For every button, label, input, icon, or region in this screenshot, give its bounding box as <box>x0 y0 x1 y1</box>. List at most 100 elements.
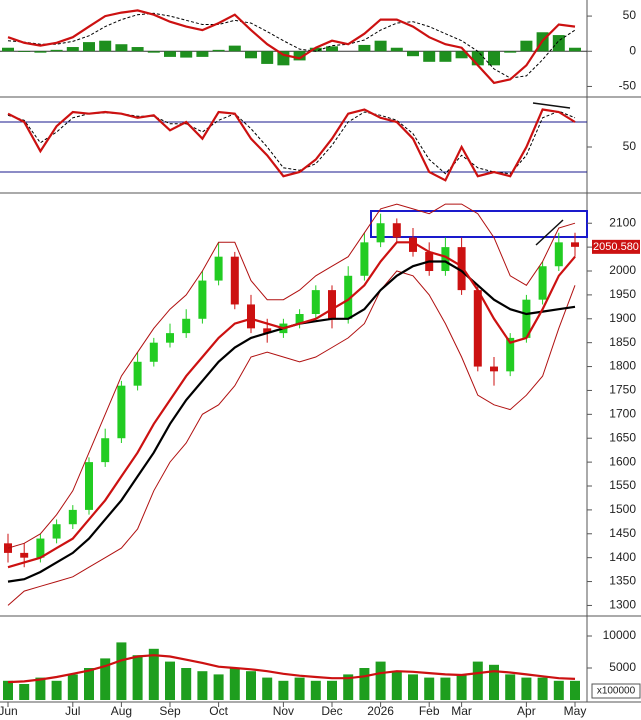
x-tick-label: Jun <box>0 704 18 718</box>
histogram-bar <box>520 40 533 52</box>
volume-bar <box>100 658 111 700</box>
histogram-bar <box>309 47 322 52</box>
y-tick-label: 1550 <box>609 478 636 492</box>
series-line <box>7 654 576 684</box>
trend-line <box>535 219 564 246</box>
candle-body <box>571 242 579 247</box>
y-tick-label: -50 <box>619 79 637 93</box>
volume-bar <box>375 661 386 700</box>
candle-body <box>295 314 304 324</box>
histogram-bar <box>34 51 47 53</box>
candle-body <box>344 275 353 319</box>
x-tick-label: Dec <box>321 704 342 718</box>
histogram-bar <box>277 51 290 66</box>
volume-bar <box>213 674 224 700</box>
candle-body <box>4 543 12 553</box>
y-tick-label: 1700 <box>609 407 636 421</box>
unit-box <box>591 683 641 699</box>
series-line <box>7 270 576 606</box>
volume-bar <box>278 680 289 700</box>
candle-body <box>149 342 158 362</box>
histogram-bar <box>569 47 581 52</box>
x-tick-label: May <box>564 704 587 718</box>
histogram-bar <box>293 51 306 61</box>
histogram-bar <box>552 35 565 52</box>
y-tick-label: 1300 <box>609 598 636 612</box>
y-tick-label: 2000 <box>609 263 636 277</box>
volume-bar <box>3 680 13 700</box>
y-tick-label: 0 <box>629 43 636 57</box>
histogram-bar <box>374 40 387 52</box>
y-tick-label: 1650 <box>609 430 636 444</box>
series-line <box>7 12 576 79</box>
volume-bar <box>132 655 143 700</box>
candle-body <box>214 256 223 281</box>
y-tick-label: 10000 <box>603 628 637 642</box>
histogram-bar <box>439 51 452 62</box>
volume-bar <box>440 677 451 700</box>
candle-body <box>376 223 385 243</box>
series-line <box>7 203 576 549</box>
volume-bar <box>521 677 532 700</box>
volume-bar <box>424 677 435 700</box>
x-tick-label: Apr <box>517 704 536 718</box>
candle-body <box>457 247 466 291</box>
candle-body <box>441 247 450 272</box>
unit-label: x100000 <box>597 686 636 697</box>
volume-bar <box>343 674 354 700</box>
histogram-bar <box>115 44 128 52</box>
candle-body <box>554 242 563 267</box>
histogram-bar <box>18 51 31 52</box>
histogram-bar <box>326 46 338 52</box>
volume-bar <box>553 680 564 700</box>
candle-body <box>409 237 417 252</box>
volume-bar <box>537 677 548 700</box>
histogram-bar <box>423 51 436 62</box>
candle-body <box>263 328 272 334</box>
volume-bar <box>294 677 305 700</box>
volume-bar <box>456 674 467 700</box>
y-tick-label: 1900 <box>609 311 636 325</box>
y-tick-label: 1600 <box>609 454 636 468</box>
histogram-bar <box>358 44 371 52</box>
histogram-bar <box>245 51 257 59</box>
volume-bar <box>505 674 516 700</box>
candle-body <box>133 361 142 386</box>
y-tick-label: 1450 <box>609 526 636 540</box>
candle-body <box>230 256 239 305</box>
candle-body <box>392 223 401 238</box>
candle-body <box>85 462 93 510</box>
y-tick-label: 50 <box>623 139 637 153</box>
candle-body <box>247 304 255 329</box>
candle-body <box>360 242 369 276</box>
histogram-bar <box>212 49 225 52</box>
histogram-bar <box>164 51 176 57</box>
y-tick-label: 1800 <box>609 359 636 373</box>
volume-bar <box>19 684 30 700</box>
histogram-bar <box>66 47 79 52</box>
candle-body <box>101 438 110 463</box>
price-tag: 2050.580 <box>593 241 639 253</box>
histogram-bar <box>261 51 274 64</box>
histogram-bar <box>131 47 144 52</box>
series-line <box>7 241 576 569</box>
y-tick-label: 50 <box>623 8 637 22</box>
y-tick-label: 1400 <box>609 550 636 564</box>
candle-body <box>20 552 29 558</box>
candle-body <box>328 290 336 319</box>
histogram-bar <box>99 40 112 52</box>
volume-bar <box>197 671 208 700</box>
candle-body <box>538 266 547 300</box>
x-tick-label: Jul <box>65 704 80 718</box>
volume-bar <box>181 668 192 700</box>
price-tag-box <box>592 239 640 254</box>
y-tick-label: 1500 <box>609 502 636 516</box>
y-tick-label: 1350 <box>609 574 636 588</box>
y-tick-label: 5000 <box>609 660 636 674</box>
histogram-bar <box>228 45 241 52</box>
y-tick-label: 1950 <box>609 287 636 301</box>
x-tick-label: Mar <box>451 704 472 718</box>
x-tick-label: 2026 <box>367 704 394 718</box>
